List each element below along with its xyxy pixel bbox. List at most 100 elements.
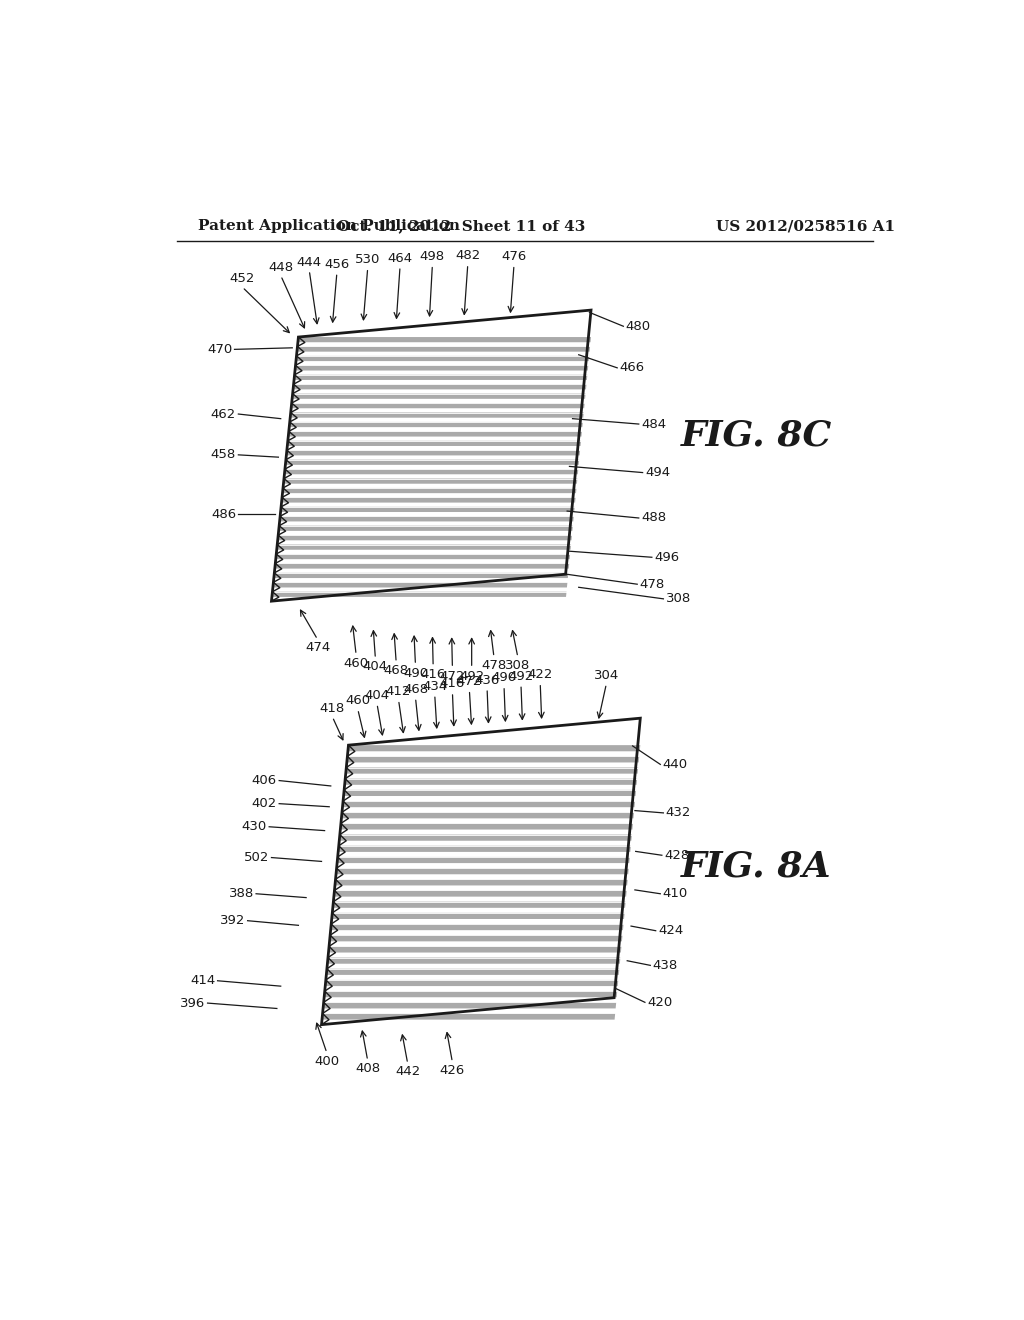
- Text: 448: 448: [268, 261, 293, 275]
- Polygon shape: [282, 498, 575, 503]
- Text: 404: 404: [365, 689, 389, 702]
- Text: 492: 492: [459, 669, 484, 682]
- Text: 396: 396: [180, 997, 205, 1010]
- Text: 468: 468: [384, 664, 409, 677]
- Polygon shape: [322, 718, 640, 1024]
- Polygon shape: [273, 573, 568, 578]
- Text: 468: 468: [402, 682, 428, 696]
- Polygon shape: [289, 422, 583, 428]
- Text: 434: 434: [422, 680, 447, 693]
- Text: 460: 460: [344, 656, 369, 669]
- Text: 460: 460: [345, 694, 371, 708]
- Polygon shape: [285, 469, 579, 474]
- Polygon shape: [347, 756, 639, 763]
- Polygon shape: [336, 869, 629, 874]
- Polygon shape: [327, 969, 620, 975]
- Text: 436: 436: [474, 673, 500, 686]
- Polygon shape: [283, 488, 577, 494]
- Text: 392: 392: [220, 915, 246, 927]
- Polygon shape: [328, 957, 621, 964]
- Text: 388: 388: [228, 887, 254, 900]
- Polygon shape: [272, 582, 567, 587]
- Polygon shape: [291, 403, 585, 408]
- Polygon shape: [335, 879, 628, 886]
- Text: 480: 480: [626, 319, 651, 333]
- Polygon shape: [286, 459, 580, 465]
- Text: 428: 428: [665, 849, 689, 862]
- Text: 408: 408: [355, 1063, 380, 1076]
- Polygon shape: [338, 846, 631, 851]
- Polygon shape: [345, 779, 637, 785]
- Text: 482: 482: [456, 249, 480, 263]
- Text: 466: 466: [620, 362, 645, 375]
- Text: 424: 424: [658, 924, 683, 937]
- Polygon shape: [280, 516, 573, 521]
- Text: FIG. 8C: FIG. 8C: [681, 418, 833, 453]
- Text: 530: 530: [355, 253, 380, 267]
- Polygon shape: [295, 366, 589, 371]
- Text: 490: 490: [402, 667, 428, 680]
- Text: 304: 304: [594, 669, 620, 682]
- Text: 438: 438: [652, 958, 678, 972]
- Polygon shape: [330, 935, 623, 941]
- Polygon shape: [298, 337, 591, 342]
- Text: 406: 406: [252, 774, 276, 787]
- Polygon shape: [346, 767, 638, 774]
- Polygon shape: [274, 564, 569, 569]
- Text: 496: 496: [654, 550, 679, 564]
- Text: 412: 412: [386, 685, 412, 698]
- Polygon shape: [284, 479, 578, 483]
- Text: 440: 440: [663, 758, 688, 771]
- Text: 308: 308: [505, 659, 530, 672]
- Text: 478: 478: [640, 578, 665, 591]
- Text: 444: 444: [297, 256, 322, 268]
- Text: 402: 402: [252, 797, 276, 810]
- Text: 442: 442: [395, 1065, 421, 1078]
- Text: 486: 486: [211, 508, 237, 520]
- Text: US 2012/0258516 A1: US 2012/0258516 A1: [716, 219, 895, 234]
- Polygon shape: [326, 979, 618, 986]
- Text: 456: 456: [325, 257, 349, 271]
- Polygon shape: [294, 375, 588, 380]
- Polygon shape: [288, 441, 581, 446]
- Text: 420: 420: [647, 995, 673, 1008]
- Polygon shape: [275, 554, 570, 560]
- Polygon shape: [276, 545, 571, 549]
- Polygon shape: [348, 744, 640, 751]
- Polygon shape: [289, 432, 582, 437]
- Polygon shape: [342, 801, 635, 808]
- Text: 484: 484: [641, 417, 667, 430]
- Text: 410: 410: [663, 887, 688, 900]
- Polygon shape: [322, 1014, 615, 1019]
- Polygon shape: [331, 924, 624, 931]
- Polygon shape: [271, 310, 591, 601]
- Text: 458: 458: [211, 449, 237, 462]
- Polygon shape: [279, 525, 572, 531]
- Text: 462: 462: [211, 408, 237, 421]
- Polygon shape: [287, 450, 581, 455]
- Polygon shape: [332, 913, 625, 919]
- Polygon shape: [339, 834, 632, 841]
- Polygon shape: [329, 946, 622, 953]
- Polygon shape: [334, 891, 627, 896]
- Text: 432: 432: [666, 807, 691, 820]
- Text: 418: 418: [319, 702, 345, 715]
- Text: Oct. 11, 2012  Sheet 11 of 43: Oct. 11, 2012 Sheet 11 of 43: [338, 219, 586, 234]
- Text: 502: 502: [244, 851, 269, 865]
- Text: 404: 404: [362, 660, 388, 673]
- Text: 488: 488: [641, 511, 667, 524]
- Polygon shape: [290, 412, 584, 417]
- Polygon shape: [333, 902, 626, 908]
- Text: 470: 470: [207, 343, 232, 356]
- Text: 422: 422: [527, 668, 553, 681]
- Polygon shape: [293, 384, 587, 389]
- Text: FIG. 8A: FIG. 8A: [681, 850, 831, 884]
- Text: 308: 308: [666, 593, 691, 606]
- Text: 492: 492: [508, 669, 534, 682]
- Text: Patent Application Publication: Patent Application Publication: [199, 219, 461, 234]
- Text: 472: 472: [457, 675, 482, 688]
- Polygon shape: [341, 812, 634, 818]
- Polygon shape: [325, 991, 617, 997]
- Polygon shape: [340, 824, 633, 829]
- Polygon shape: [337, 857, 630, 863]
